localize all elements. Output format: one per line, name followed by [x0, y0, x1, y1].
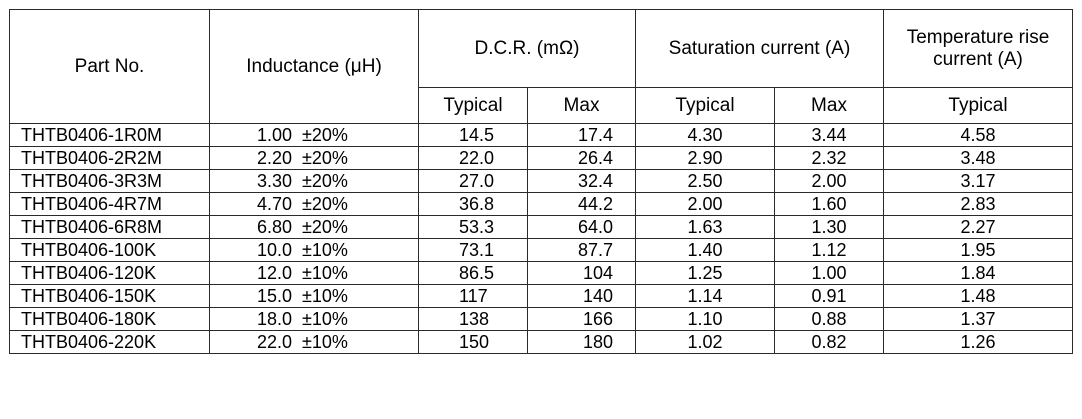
dcr-max-cell: 64.0 — [527, 215, 636, 239]
inductance-cell: 12.0 ±10% — [209, 261, 419, 285]
dcr-typical-cell: 27.0 — [418, 169, 528, 193]
header-temperature-rise-current: Temperature rise current (A) — [883, 9, 1073, 88]
inductance-cell: 10.0 ±10% — [209, 238, 419, 262]
header-part-no: Part No. — [9, 9, 210, 124]
table-row: THTB0406-120K 12.0 ±10% 86.5 104 1.25 1.00 1.8… — [9, 261, 1073, 285]
dcr-typical-cell: 150 — [418, 330, 528, 354]
table-row: THTB0406-2R2M 2.20 ±20% 22.0 26.4 2.90 2.32 3.… — [9, 146, 1073, 170]
temperature-typical-cell: 2.83 — [883, 192, 1073, 216]
dcr-typical-cell: 14.5 — [418, 123, 528, 147]
table-row: THTB0406-180K 18.0 ±10% 138 166 1.10 0.88 1.37 — [9, 307, 1073, 331]
inductance-cell: 18.0 ±10% — [209, 307, 419, 331]
saturation-max-cell: 3.44 — [774, 123, 884, 147]
inductance-cell: 1.00 ±20% — [209, 123, 419, 147]
inductance-cell: 3.30 ±20% — [209, 169, 419, 193]
table-row: THTB0406-150K 15.0 ±10% 117 140 1.14 0.91 1.48 — [9, 284, 1073, 308]
header-saturation-typical: Typical — [635, 87, 775, 124]
part-number-cell: THTB0406-150K — [9, 284, 210, 308]
saturation-typical-cell: 1.14 — [635, 284, 775, 308]
temperature-typical-cell: 4.58 — [883, 123, 1073, 147]
temperature-typical-cell: 1.37 — [883, 307, 1073, 331]
saturation-max-cell: 1.00 — [774, 261, 884, 285]
temperature-typical-cell: 2.27 — [883, 215, 1073, 239]
saturation-typical-cell: 1.63 — [635, 215, 775, 239]
saturation-typical-cell: 2.50 — [635, 169, 775, 193]
dcr-max-cell: 180 — [527, 330, 636, 354]
temperature-typical-cell: 1.48 — [883, 284, 1073, 308]
saturation-typical-cell: 2.90 — [635, 146, 775, 170]
temperature-typical-cell: 1.95 — [883, 238, 1073, 262]
table-row: THTB0406-100K 10.0 ±10% 73.1 87.7 1.40 1.12 1.… — [9, 238, 1073, 262]
table-row: THTB0406-6R8M 6.80 ±20% 53.3 64.0 1.63 1.30 2.… — [9, 215, 1073, 239]
saturation-typical-cell: 4.30 — [635, 123, 775, 147]
part-number-cell: THTB0406-3R3M — [9, 169, 210, 193]
saturation-typical-cell: 1.25 — [635, 261, 775, 285]
temperature-typical-cell: 3.17 — [883, 169, 1073, 193]
temperature-typical-cell: 1.84 — [883, 261, 1073, 285]
part-number-cell: THTB0406-1R0M — [9, 123, 210, 147]
dcr-typical-cell: 73.1 — [418, 238, 528, 262]
header-saturation-current: Saturation current (A) — [635, 9, 884, 88]
header-dcr: D.C.R. (mΩ) — [418, 9, 636, 88]
part-number-cell: THTB0406-100K — [9, 238, 210, 262]
inductance-cell: 22.0 ±10% — [209, 330, 419, 354]
saturation-max-cell: 1.30 — [774, 215, 884, 239]
saturation-max-cell: 1.60 — [774, 192, 884, 216]
part-number-cell: THTB0406-180K — [9, 307, 210, 331]
saturation-max-cell: 0.82 — [774, 330, 884, 354]
table-row: THTB0406-220K 22.0 ±10% 150 180 1.02 0.82 1.26 — [9, 330, 1073, 354]
header-temperature-typical: Typical — [883, 87, 1073, 124]
dcr-typical-cell: 138 — [418, 307, 528, 331]
dcr-max-cell: 166 — [527, 307, 636, 331]
header-inductance: Inductance (μH) — [209, 9, 419, 124]
part-number-cell: THTB0406-120K — [9, 261, 210, 285]
saturation-max-cell: 2.00 — [774, 169, 884, 193]
saturation-typical-cell: 1.10 — [635, 307, 775, 331]
table-row: THTB0406-4R7M 4.70 ±20% 36.8 44.2 2.00 1.60 2.… — [9, 192, 1073, 216]
part-number-cell: THTB0406-2R2M — [9, 146, 210, 170]
dcr-max-cell: 87.7 — [527, 238, 636, 262]
inductance-cell: 15.0 ±10% — [209, 284, 419, 308]
inductance-cell: 6.80 ±20% — [209, 215, 419, 239]
temperature-typical-cell: 3.48 — [883, 146, 1073, 170]
header-dcr-max: Max — [527, 87, 636, 124]
dcr-max-cell: 44.2 — [527, 192, 636, 216]
dcr-max-cell: 17.4 — [527, 123, 636, 147]
saturation-typical-cell: 2.00 — [635, 192, 775, 216]
table-row: THTB0406-1R0M 1.00 ±20% 14.5 17.4 4.30 3.44 4.… — [9, 123, 1073, 147]
inductor-spec-table: Part No. Inductance (μH) D.C.R. (mΩ) Sat… — [9, 9, 1073, 354]
inductance-cell: 2.20 ±20% — [209, 146, 419, 170]
saturation-typical-cell: 1.40 — [635, 238, 775, 262]
saturation-max-cell: 0.91 — [774, 284, 884, 308]
table-row: THTB0406-3R3M 3.30 ±20% 27.0 32.4 2.50 2.00 3.… — [9, 169, 1073, 193]
saturation-max-cell: 0.88 — [774, 307, 884, 331]
part-number-cell: THTB0406-4R7M — [9, 192, 210, 216]
dcr-max-cell: 140 — [527, 284, 636, 308]
dcr-typical-cell: 86.5 — [418, 261, 528, 285]
header-dcr-typical: Typical — [418, 87, 528, 124]
saturation-max-cell: 2.32 — [774, 146, 884, 170]
dcr-typical-cell: 53.3 — [418, 215, 528, 239]
dcr-max-cell: 26.4 — [527, 146, 636, 170]
part-number-cell: THTB0406-220K — [9, 330, 210, 354]
part-number-cell: THTB0406-6R8M — [9, 215, 210, 239]
saturation-max-cell: 1.12 — [774, 238, 884, 262]
dcr-max-cell: 104 — [527, 261, 636, 285]
table-body: THTB0406-1R0M 1.00 ±20% 14.5 17.4 4.30 3.44 4.… — [9, 123, 1073, 354]
saturation-typical-cell: 1.02 — [635, 330, 775, 354]
temperature-typical-cell: 1.26 — [883, 330, 1073, 354]
dcr-typical-cell: 22.0 — [418, 146, 528, 170]
inductance-cell: 4.70 ±20% — [209, 192, 419, 216]
dcr-typical-cell: 36.8 — [418, 192, 528, 216]
dcr-typical-cell: 117 — [418, 284, 528, 308]
dcr-max-cell: 32.4 — [527, 169, 636, 193]
header-saturation-max: Max — [774, 87, 884, 124]
